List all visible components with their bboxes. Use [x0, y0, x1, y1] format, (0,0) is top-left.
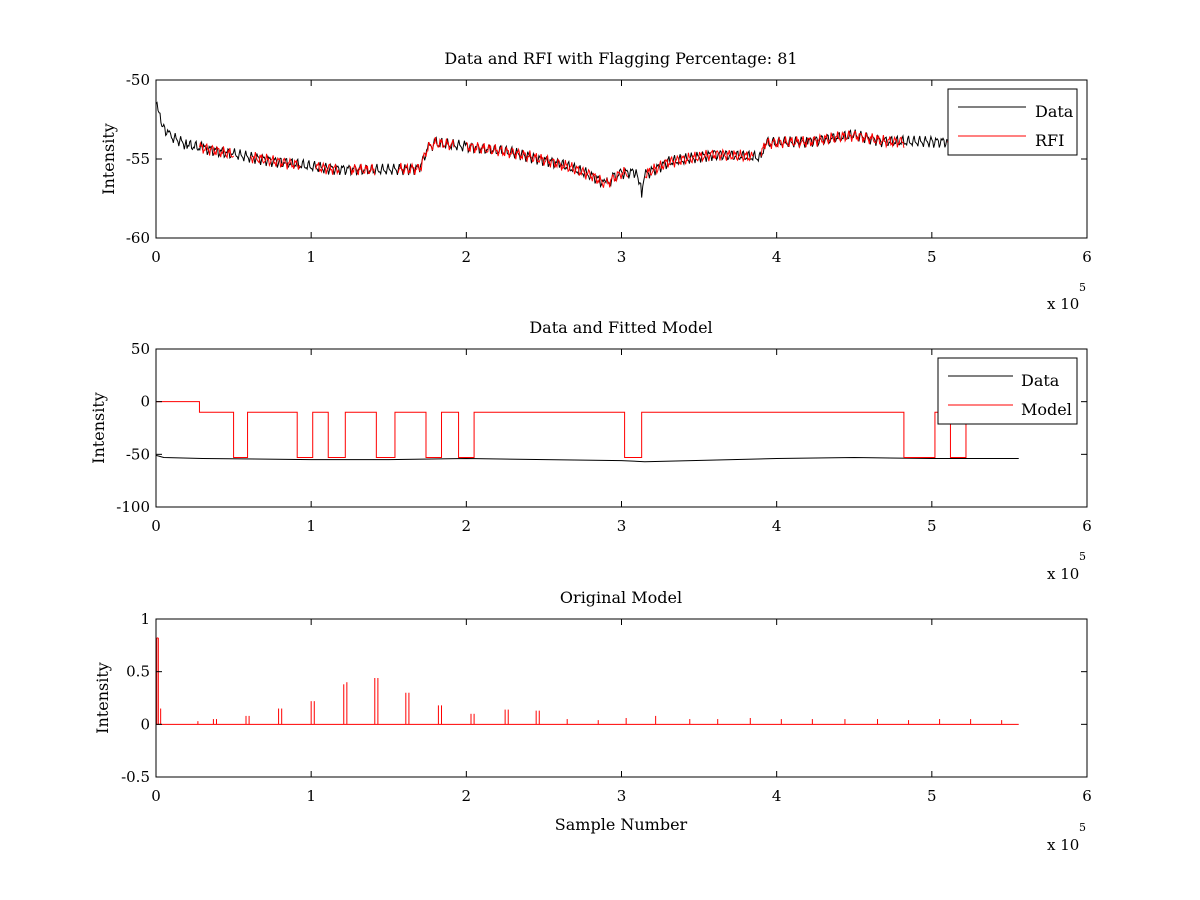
subplot-2-series-group — [156, 401, 1019, 463]
subplot-1-legend-box — [947, 88, 1078, 156]
subplot-3-xtick-label: 5 — [927, 787, 937, 805]
subplot-3-ytick-label: 0.5 — [126, 663, 150, 681]
subplot-3-x-multiplier: x 10 — [1047, 836, 1079, 854]
subplot-2-legend-box — [937, 357, 1078, 425]
subplot-1-xtick-label: 2 — [462, 248, 472, 266]
subplot-1-xtick-label: 6 — [1082, 248, 1092, 266]
subplot-1-series-rfi-segment — [562, 159, 605, 188]
subplot-3-series-group — [156, 637, 1019, 725]
subplot-2-series-model-line — [156, 401, 967, 458]
subplot-1-ytick-label: -50 — [126, 71, 150, 89]
subplot-2-ytick-label: -50 — [126, 445, 150, 463]
subplot-3-xtick-label: 4 — [772, 787, 782, 805]
subplot-1-ytick-label: -60 — [126, 229, 150, 247]
subplot-3-ytick-label: -0.5 — [121, 768, 150, 786]
subplot-2-xtick-label: 0 — [151, 517, 161, 535]
subplot-3-xtick-label: 3 — [617, 787, 627, 805]
subplot-1-xtick-label: 1 — [306, 248, 316, 266]
subplot-1-series-data-line — [156, 101, 1020, 198]
subplot-1-plot-area: 0 1 2 3 4 5 6 -50 -55 -60 — [126, 71, 1092, 266]
subplot-2-legend-data: Data — [1021, 371, 1060, 390]
subplot-1-legend-rfi: RFI — [1035, 131, 1064, 150]
subplot-2-xtick-label: 1 — [306, 517, 316, 535]
subplot-2-ytick-label: 0 — [140, 393, 150, 411]
subplot-2-x-multiplier: x 10 — [1047, 565, 1079, 583]
subplot-2-xtick-label: 5 — [927, 517, 937, 535]
subplot-1-x-multiplier: x 10 — [1047, 295, 1079, 313]
subplot-3-xtick-label: 6 — [1082, 787, 1092, 805]
subplot-1-series-rfi-segment — [466, 142, 564, 171]
subplot-3-plot-area: 0 1 2 3 4 5 610.50-0.5 — [121, 610, 1092, 805]
subplot-2-xtick-label: 2 — [462, 517, 472, 535]
subplot-3-ytick-label: 1 — [140, 610, 150, 628]
subplot-1-series-rfi-segment — [250, 152, 301, 170]
subplot-3-ytick-label: 0 — [140, 715, 150, 733]
subplot-1-series-rfi-segment — [198, 141, 234, 160]
subplot-2-ytick-label: -100 — [116, 498, 150, 516]
subplot-3: Original Model Intensity Sample Number x… — [93, 588, 1086, 854]
subplot-3-ylabel: Intensity — [93, 662, 112, 734]
subplot-2: Data and Fitted Model Intensity x 10 5 D… — [89, 318, 1086, 583]
subplot-1-series-rfi-segment — [605, 166, 629, 188]
subplot-1-series-rfi-segment — [644, 148, 754, 179]
subplot-1-series-rfi-segment — [397, 136, 455, 175]
subplot-2-ylabel: Intensity — [89, 392, 108, 464]
subplot-2-title: Data and Fitted Model — [529, 318, 712, 337]
subplot-2-plot-area: 0 1 2 3 4 5 6 50 0 -50 -100 — [116, 340, 1091, 535]
subplot-2-ytick-label: 50 — [131, 340, 150, 358]
subplot-3-title: Original Model — [560, 588, 682, 607]
subplot-1: Data and RFI with Flagging Percentage: 8… — [99, 49, 1086, 313]
subplot-1-xtick-label: 3 — [617, 248, 627, 266]
subplot-3-xlabel: Sample Number — [555, 815, 688, 834]
subplot-1-series-rfi-segment — [349, 163, 376, 176]
subplot-3-xtick-label: 2 — [462, 787, 472, 805]
subplot-2-series-data-line — [156, 454, 1019, 463]
subplot-2-xtick-label: 3 — [617, 517, 627, 535]
subplot-1-title: Data and RFI with Flagging Percentage: 8… — [444, 49, 797, 68]
subplot-1-xtick-label: 5 — [927, 248, 937, 266]
subplot-2-legend-model: Model — [1021, 400, 1072, 419]
subplot-1-ylabel: Intensity — [99, 123, 118, 195]
subplot-1-legend-data: Data — [1035, 102, 1074, 121]
subplot-1-series-rfi-segment — [760, 130, 905, 157]
subplot-3-xtick-label: 0 — [151, 787, 161, 805]
subplot-1-x-multiplier-exp: 5 — [1079, 281, 1086, 294]
subplot-1-xtick-label: 4 — [772, 248, 782, 266]
subplot-3-x-multiplier-exp: 5 — [1079, 821, 1086, 834]
subplot-1-ytick-label: -55 — [126, 150, 150, 168]
subplot-1-series-rfi-segment — [315, 161, 340, 176]
subplot-2-x-multiplier-exp: 5 — [1079, 550, 1086, 563]
subplot-1-xtick-label: 0 — [151, 248, 161, 266]
subplot-3-xtick-label: 1 — [306, 787, 316, 805]
subplot-2-xtick-label: 4 — [772, 517, 782, 535]
subplot-2-xtick-label: 6 — [1082, 517, 1092, 535]
subplot-1-series-group — [156, 101, 1020, 198]
